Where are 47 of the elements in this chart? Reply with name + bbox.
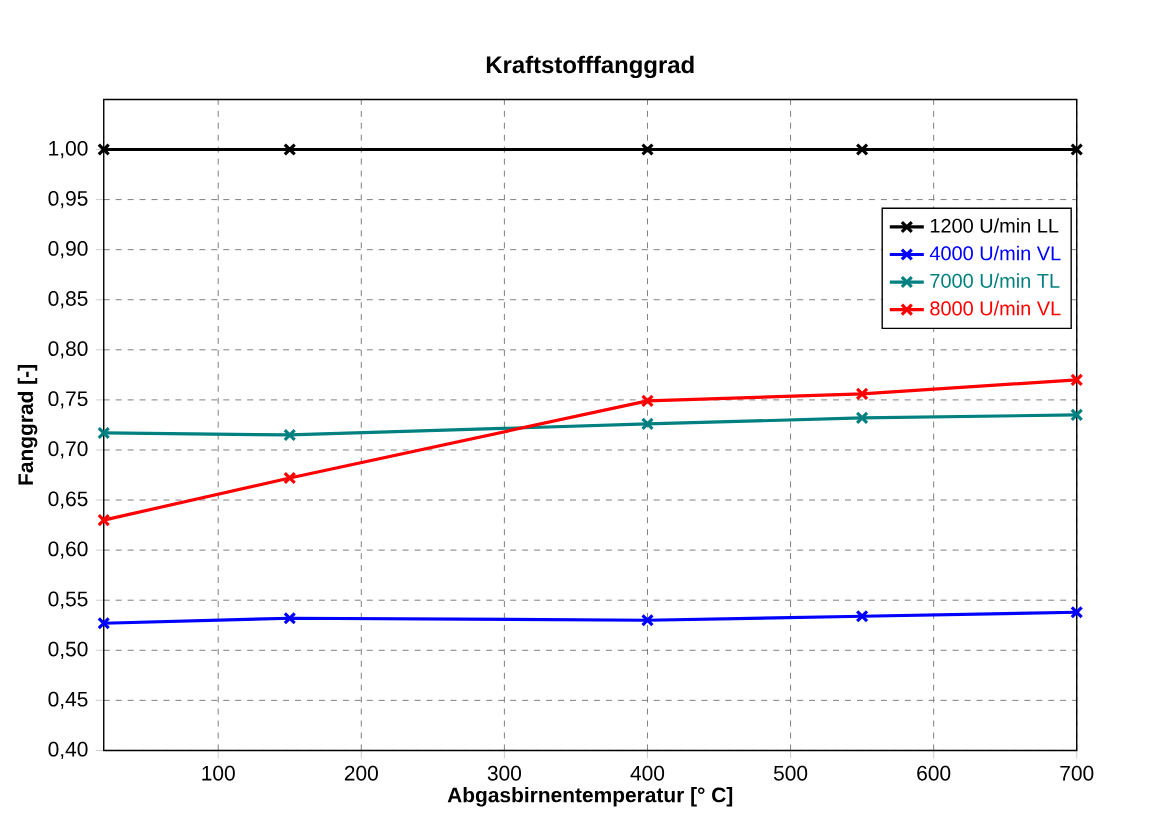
point <box>1070 408 1084 422</box>
y-tick-label: 0,90 <box>48 241 88 259</box>
y-axis-title: Fanggrad [-] <box>17 365 38 485</box>
y-tick-label: 0,50 <box>48 641 88 660</box>
point <box>97 143 111 157</box>
x-axis-title: Abgasbirnentemperatur [° C] <box>447 787 733 807</box>
x-tick-label: 700 <box>1060 766 1094 781</box>
y-tick-label: 0,65 <box>48 491 88 509</box>
x-tick-label: 400 <box>630 766 665 781</box>
y-tick-label: 0,55 <box>48 591 88 610</box>
point <box>97 513 111 527</box>
point <box>640 613 655 627</box>
y-tick-label: 0,40 <box>48 742 88 760</box>
point <box>1070 373 1084 387</box>
point <box>283 143 297 157</box>
y-tick-label: 0,80 <box>48 341 88 359</box>
point <box>283 611 297 625</box>
point <box>640 143 655 157</box>
y-tick-label: 0,85 <box>48 291 88 309</box>
y-tick-label: 0,95 <box>48 191 88 209</box>
legend-label: 8000 U/min VL <box>930 301 1061 316</box>
point <box>1070 143 1084 157</box>
point <box>855 387 869 401</box>
legend-label: 1200 U/min LL <box>930 218 1059 234</box>
point <box>855 411 869 425</box>
legend-label: 7000 U/min TL <box>930 273 1060 289</box>
x-tick-label: 500 <box>773 766 808 781</box>
point <box>283 471 297 485</box>
point <box>1070 605 1084 619</box>
chart-title: Kraftstofffanggrad <box>486 55 694 79</box>
x-tick-label: 300 <box>487 766 522 781</box>
point <box>97 426 111 440</box>
y-tick-label: 0,70 <box>48 441 88 459</box>
x-tick-label: 200 <box>344 766 378 781</box>
point <box>855 609 869 623</box>
legend-label: 4000 U/min VL <box>929 245 1061 261</box>
x-tick-label: 600 <box>917 766 951 781</box>
x-tick-label: 100 <box>202 766 235 781</box>
y-tick-label: 1,00 <box>49 141 88 159</box>
point <box>640 394 655 408</box>
point <box>855 143 869 157</box>
point <box>640 417 655 431</box>
point <box>283 428 297 442</box>
y-tick-label: 0,45 <box>48 691 88 710</box>
y-tick-label: 0,60 <box>48 541 88 560</box>
y-tick-label: 0,75 <box>48 391 88 409</box>
point <box>97 616 111 631</box>
